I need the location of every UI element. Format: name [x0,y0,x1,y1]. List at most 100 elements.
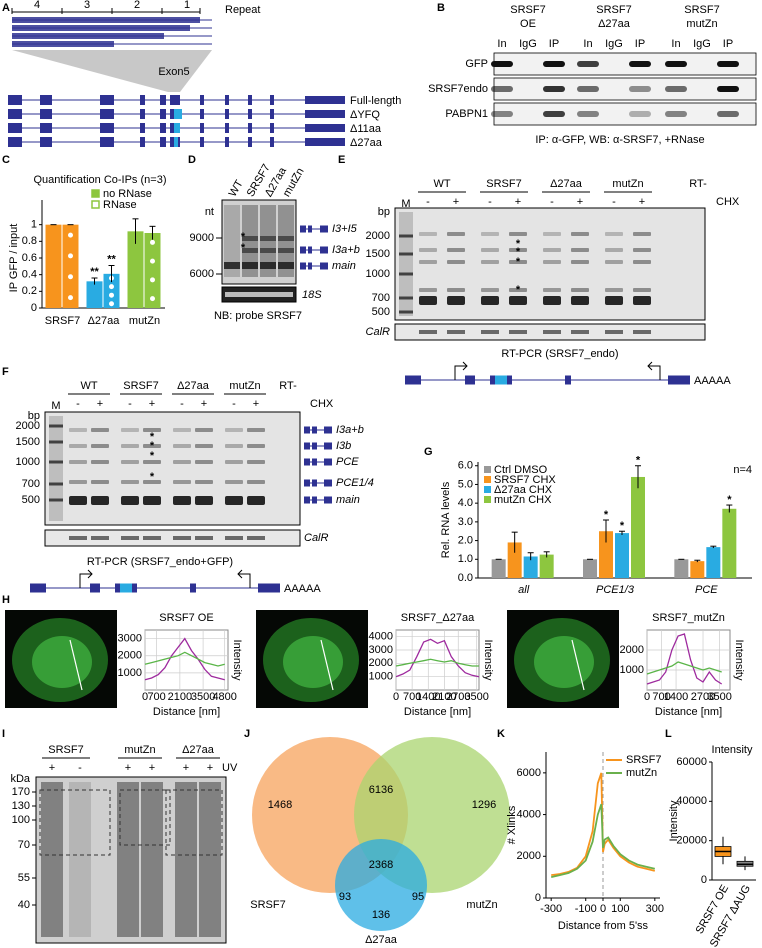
exon [668,375,690,385]
y-tick-label: 0.4 [22,269,37,281]
band-marker: * [516,246,521,258]
exon [8,123,22,133]
bar [706,547,721,578]
gel-band [247,428,265,432]
bar [690,561,705,578]
legend-label: SRSF7 CHX [494,474,556,486]
gel-ladder [49,482,63,486]
gel-band [121,428,139,432]
exon [248,123,252,133]
plot-title: SRSF7 OE [159,612,213,624]
panel-letter: L [665,728,672,740]
blot-band [491,111,513,117]
gel-marker-lane [399,212,413,316]
y-tick-label: 0.2 [22,285,37,297]
gel-band [509,296,527,305]
label: # Xlinks [506,805,518,844]
exon [304,458,310,466]
gel-band [121,460,139,464]
label: main [336,494,360,506]
y-tick-label: 2000 [620,644,644,656]
gel-band [419,260,437,264]
exon [305,138,345,146]
label: + [49,762,55,774]
gel-smear [117,782,139,937]
x-tick-label: PCE1/3 [596,584,635,596]
gel-band [247,496,265,505]
exon-variant [174,123,180,133]
bar-dot [150,277,155,283]
label: mutZn [229,380,260,392]
exon [308,225,312,233]
gel-smear [141,782,163,937]
y-tick-label: 3000 [118,632,142,644]
blot-band [577,111,599,117]
bar [523,556,538,578]
label: 170 [12,786,30,798]
nucleus [534,636,594,688]
venn-count: 136 [372,909,390,921]
label: - [232,398,236,410]
gel-band [242,248,258,253]
significance: ** [107,253,116,265]
venn-count: 95 [412,891,424,903]
label: n=4 [733,464,752,476]
bar-dot [150,296,155,302]
blot-band [491,61,513,67]
venn-label: mutZn [466,899,497,911]
band-marker: * [150,450,155,462]
gel-band [143,496,161,505]
line-series [646,633,723,685]
line-series [551,772,656,876]
bar [103,273,120,308]
band-marker: * [241,242,246,254]
bar [507,542,522,578]
label: IgG [693,38,711,50]
gel-ladder [49,460,63,464]
exon [270,123,274,133]
exon-zoom [12,50,212,92]
panel-letter: J [244,728,250,740]
gel-band [571,232,589,236]
panel-letter: B [437,2,445,14]
label: Intensity [668,800,680,841]
gel-band [447,260,465,264]
venn-count: 6136 [369,784,393,796]
band-marker: * [516,238,521,250]
x-tick-label: 0 [600,903,606,915]
gel-band [509,260,527,264]
bar [674,559,689,578]
gel-band [543,288,561,292]
gel-band [91,496,109,505]
plot-frame [395,629,480,691]
x-tick-label: 2100 [432,691,456,703]
x-tick-label: 300 [646,903,664,915]
bar-dot [68,253,73,259]
exon [160,137,166,147]
label: Δ27aa [550,178,583,190]
loading-strip [44,529,301,547]
label: IP [723,38,733,50]
label: 500 [372,306,390,318]
y-tick-label: 2000 [517,850,541,862]
blot-band [543,61,565,67]
label: PCE [336,456,359,468]
exon [300,225,306,233]
exon [320,262,328,270]
blot-band [543,86,565,92]
label: - [426,196,430,208]
exon [160,123,166,133]
x-axis-label: Distance [nm] [153,706,220,718]
x-tick-label: 1400 [416,691,440,703]
bar [45,224,62,308]
gel [221,199,297,285]
bar [539,554,554,578]
exon [100,109,114,119]
bar-dot [109,284,114,290]
exon [160,95,166,105]
label: UV [222,762,238,774]
exon [8,137,22,147]
x-tick-label: 3500 [707,691,731,703]
label: CalR [366,326,391,338]
venn-label: SRSF7 [250,899,285,911]
